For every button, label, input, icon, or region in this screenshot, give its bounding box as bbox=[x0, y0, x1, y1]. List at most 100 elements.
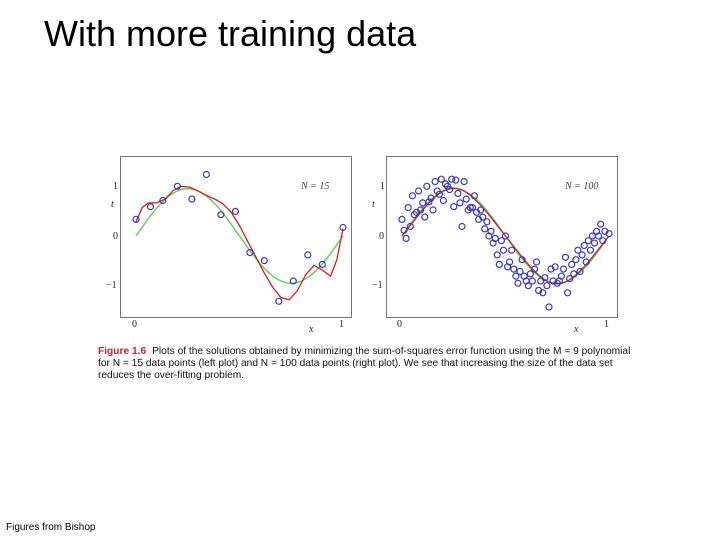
plot-right-xtick-0: 0 bbox=[397, 319, 402, 330]
plot-right-data-point-79 bbox=[561, 253, 570, 261]
plot-right-data-point-45 bbox=[491, 234, 499, 243]
plot-right-data-point-18 bbox=[435, 190, 443, 198]
plot-right-data-point-39 bbox=[479, 213, 487, 221]
plot-right-data-point-83 bbox=[570, 270, 578, 278]
plot-left-ytick-0: 0 bbox=[113, 231, 118, 242]
plot-left-data-point-4 bbox=[188, 195, 196, 203]
plot-left-data-point-10 bbox=[275, 297, 283, 305]
plot-right-data-point-23 bbox=[445, 185, 454, 194]
plot-right-data-point-30 bbox=[460, 178, 468, 186]
plot-right-data-point-5 bbox=[408, 192, 416, 200]
plot-right-data-point-40 bbox=[481, 225, 489, 233]
plot-right-data-point-47 bbox=[495, 260, 503, 269]
plot-left-data-point-9 bbox=[260, 256, 268, 265]
plot-right-data-point-64 bbox=[530, 265, 539, 273]
plot-right-annotation: N = 100 bbox=[565, 181, 599, 192]
plot-right-data-point-25 bbox=[450, 203, 458, 211]
plot-left-xlabel: x bbox=[309, 324, 314, 335]
plot-right-data-point-2 bbox=[402, 234, 410, 243]
plot-right-data-point-67 bbox=[537, 277, 545, 285]
plot-right-data-point-89 bbox=[582, 258, 590, 266]
plot-right-data-point-68 bbox=[539, 289, 547, 297]
plot-right-data-point-13 bbox=[425, 198, 433, 206]
plot-right-data-point-93 bbox=[590, 239, 599, 247]
plot-right-xtick-1: 1 bbox=[604, 319, 609, 330]
plot-right-data-point-29 bbox=[458, 222, 466, 231]
plot-right-data-point-1 bbox=[400, 226, 408, 234]
plot-right-data-point-43 bbox=[487, 227, 495, 235]
plot-left-data-point-11 bbox=[289, 277, 297, 285]
plot-right-data-point-49 bbox=[499, 246, 508, 254]
plot-right-data-point-12 bbox=[423, 182, 431, 190]
plot-left-annotation: N = 15 bbox=[301, 181, 330, 192]
plot-left-ytick-neg1: −1 bbox=[106, 280, 117, 291]
plot-right-data-point-14 bbox=[427, 194, 435, 202]
plot-right-data-point-86 bbox=[576, 267, 584, 276]
plot-right-data-point-38 bbox=[477, 206, 485, 214]
plot-right: N = 100 bbox=[386, 156, 618, 318]
plot-right-data-point-0 bbox=[398, 215, 406, 224]
figure-caption: Figure 1.6 Plots of the solutions obtaine… bbox=[98, 346, 638, 382]
plot-right-data-point-58 bbox=[518, 256, 526, 264]
plot-right-ytick-neg1: −1 bbox=[372, 280, 383, 291]
plot-left-data-point-6 bbox=[217, 211, 225, 219]
plot-right-data-point-99 bbox=[605, 229, 613, 238]
plot-right-data-point-57 bbox=[516, 267, 524, 276]
plot-right-data-point-46 bbox=[493, 251, 501, 259]
plot-right-data-point-35 bbox=[470, 192, 479, 200]
plot-right-data-point-55 bbox=[512, 272, 520, 280]
plot-right-data-point-27 bbox=[454, 189, 462, 198]
plot-right-data-point-81 bbox=[566, 274, 574, 283]
plot-left-truth-curve bbox=[135, 187, 344, 285]
plot-left-ytick-1: 1 bbox=[113, 181, 118, 192]
plot-right-data-point-4 bbox=[406, 222, 414, 231]
plot-left: N = 15 bbox=[120, 156, 352, 318]
caption-text: Plots of the solutions obtained by minim… bbox=[98, 346, 631, 382]
plot-right-data-point-34 bbox=[468, 203, 477, 212]
plot-left-xtick-1: 1 bbox=[339, 319, 344, 330]
plot-right-data-point-3 bbox=[404, 203, 412, 212]
plot-right-data-point-87 bbox=[578, 251, 586, 259]
plot-right-data-point-97 bbox=[599, 237, 607, 245]
plot-right-data-point-96 bbox=[597, 220, 605, 228]
plot-right-data-point-61 bbox=[524, 282, 532, 290]
plot-right-data-point-78 bbox=[559, 265, 568, 273]
plot-right-data-point-77 bbox=[557, 272, 565, 280]
plot-left-xtick-0: 0 bbox=[132, 319, 137, 330]
plot-left-data-point-5 bbox=[202, 170, 211, 179]
plot-right-data-point-90 bbox=[584, 237, 592, 245]
footer-credit: Figures from Bishop bbox=[6, 522, 96, 533]
plot-right-data-point-50 bbox=[501, 232, 510, 240]
plot-right-data-point-88 bbox=[580, 241, 588, 250]
plot-left-data-point-13 bbox=[318, 260, 326, 269]
plot-left-data-point-7 bbox=[231, 207, 240, 216]
plot-right-data-point-10 bbox=[419, 199, 427, 207]
plot-right-data-point-16 bbox=[431, 178, 439, 186]
plot-right-data-point-63 bbox=[528, 277, 536, 285]
plot-right-data-point-71 bbox=[545, 303, 553, 311]
plot-right-data-point-69 bbox=[541, 274, 549, 282]
plot-right-data-point-8 bbox=[415, 187, 423, 195]
plot-right-data-point-52 bbox=[505, 258, 514, 266]
plot-left-data-point-0 bbox=[132, 215, 140, 224]
plot-right-data-point-24 bbox=[448, 175, 456, 183]
plot-right-ylabel: t bbox=[372, 199, 375, 210]
plot-right-data-point-9 bbox=[416, 206, 425, 214]
plot-right-data-point-53 bbox=[508, 246, 516, 254]
plot-right-data-point-54 bbox=[510, 265, 518, 273]
figure-label: Figure 1.6 bbox=[98, 346, 147, 357]
plot-right-data-point-70 bbox=[543, 282, 551, 290]
plot-left-data-point-12 bbox=[304, 251, 312, 259]
plot-right-data-point-41 bbox=[483, 218, 491, 226]
plot-right-data-point-48 bbox=[497, 237, 506, 245]
plot-right-data-point-56 bbox=[514, 279, 522, 287]
plot-right-data-point-11 bbox=[421, 213, 429, 221]
slide-title: With more training data bbox=[44, 13, 417, 54]
plot-right-data-point-19 bbox=[437, 175, 445, 183]
plot-left-ylabel: t bbox=[111, 199, 114, 210]
plot-right-data-point-85 bbox=[574, 246, 582, 254]
plot-left-data-point-14 bbox=[339, 223, 347, 232]
plot-right-data-point-20 bbox=[439, 196, 448, 205]
plot-right-data-point-28 bbox=[456, 199, 464, 207]
plot-right-data-point-84 bbox=[572, 256, 580, 264]
